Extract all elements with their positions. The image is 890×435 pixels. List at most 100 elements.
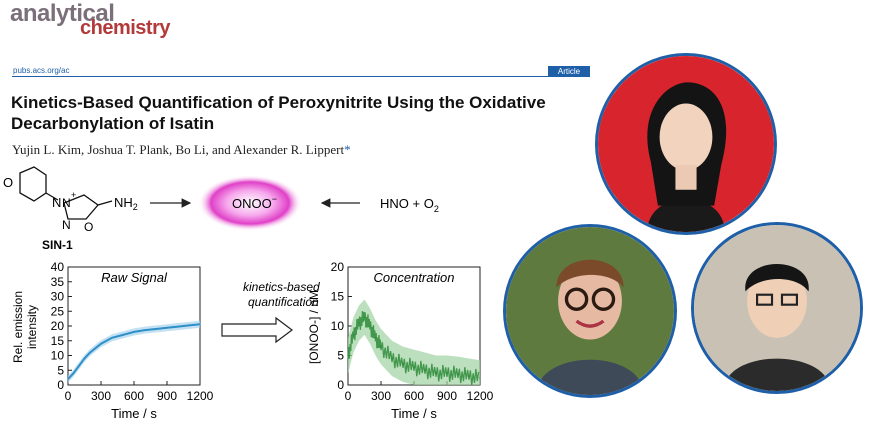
y-tick-label: 0 (57, 378, 64, 392)
data-point (479, 377, 481, 379)
sin1-structure (19, 166, 113, 220)
chart-title: Raw Signal (101, 270, 168, 285)
x-tick-label: 600 (124, 389, 144, 403)
x-tick-label: 1200 (187, 389, 214, 403)
data-point (435, 372, 437, 374)
data-point (188, 324, 190, 327)
journal-url[interactable]: pubs.acs.org/ac (13, 66, 70, 75)
data-point (457, 373, 459, 376)
data-point (67, 378, 69, 380)
corresponding-author-mark[interactable]: * (344, 142, 351, 157)
y-tick-label: 5 (57, 363, 64, 377)
x-tick-label: 600 (404, 389, 424, 403)
concentration-chart: 0 300 600 900 1200 0 5 10 15 20 Concentration Time … (307, 260, 494, 421)
arrow-label-line1: kinetics-based (243, 280, 320, 294)
data-point (83, 357, 86, 360)
x-tick-label: 0 (345, 389, 352, 403)
y-tick-label: 0 (337, 378, 344, 392)
paper-title-line1: Kinetics-Based Quantification of Peroxyn… (11, 93, 546, 112)
data-point (177, 325, 179, 328)
paper-title-line2: Decarbonylation of Isatin (11, 114, 215, 133)
data-point (424, 369, 426, 372)
x-tick-label: 900 (437, 389, 457, 403)
y-axis-label-line2: intensity (25, 305, 39, 349)
sin1-label: SIN-1 (42, 238, 73, 252)
y-axis-label: [ONOO-] / nM (307, 290, 321, 364)
arrow-label-line2: quantification (248, 295, 319, 309)
y-tick-label: 5 (337, 349, 344, 363)
error-band (68, 320, 200, 383)
x-axis-label: Time / s (111, 406, 157, 421)
charge-plus: + (71, 190, 76, 200)
y-tick-label: 20 (51, 319, 65, 333)
y-tick-label: 10 (331, 319, 345, 333)
header-rule (12, 76, 590, 77)
error-band (348, 299, 480, 385)
y-tick-label: 25 (51, 304, 65, 318)
data-point (413, 366, 415, 369)
author-list: Yujin L. Kim, Joshua T. Plank, Bo Li, an… (12, 142, 351, 158)
data-point (369, 325, 371, 327)
data-point (374, 337, 377, 339)
data-point (72, 372, 75, 374)
y-tick-label: 10 (51, 349, 65, 363)
y-tick-label: 30 (51, 290, 65, 304)
paper-title: Kinetics-Based Quantification of Peroxyn… (11, 92, 611, 134)
data-point (122, 334, 124, 336)
y-tick-label: 15 (51, 334, 65, 348)
data-line (347, 311, 480, 385)
x-axis-label: Time / s (391, 406, 437, 421)
author-photo-3 (691, 222, 863, 394)
data-point (468, 375, 470, 377)
x-tick-label: 300 (91, 389, 111, 403)
data-point (347, 354, 349, 357)
y-axis-label-line1: Rel. emission (11, 291, 25, 363)
data-point (446, 372, 448, 374)
data-point (380, 345, 382, 348)
data-point (352, 334, 355, 336)
onoo-label: ONOO− (232, 194, 277, 211)
onoo-glow (198, 175, 302, 231)
hno-o2-label: HNO + O2 (380, 196, 439, 214)
data-point (166, 326, 168, 329)
portrait-man-icon (694, 225, 860, 391)
reaction-scheme: O N N + N O NH2 SIN-1 ONOO− HNO + O2 (3, 166, 439, 252)
portrait-man-glasses-icon (506, 227, 674, 395)
chart-title: Concentration (374, 270, 455, 285)
data-point (199, 323, 201, 326)
data-point (363, 316, 366, 318)
journal-logo: analytical chemistry (10, 0, 200, 40)
atom-n-ring: N (62, 218, 71, 232)
atom-n-plus: N (62, 196, 71, 210)
data-point (78, 365, 80, 367)
data-point (89, 351, 91, 354)
article-label: Article (548, 66, 590, 77)
atom-n-morpholine: N (52, 195, 61, 210)
data-point (402, 363, 404, 366)
x-tick-label: 900 (157, 389, 177, 403)
author-photo-1 (595, 53, 777, 235)
data-point (144, 329, 146, 331)
data-point (391, 357, 393, 360)
atom-o-morpholine: O (3, 175, 13, 190)
data-point (133, 331, 135, 333)
x-tick-label: 300 (371, 389, 391, 403)
atom-o-ring: O (84, 220, 93, 234)
journal-logo-word1: analytical (10, 0, 115, 27)
data-point (111, 337, 113, 339)
portrait-woman-icon (598, 56, 774, 232)
data-point (155, 328, 157, 330)
y-tick-label: 40 (51, 260, 65, 274)
x-tick-label: 0 (65, 389, 72, 403)
y-tick-label: 35 (51, 275, 65, 289)
quantification-arrow (221, 316, 293, 344)
journal-logo-word2: chemistry (80, 17, 171, 39)
x-tick-label: 1200 (467, 389, 494, 403)
nh2-group: NH2 (114, 195, 138, 212)
data-point (100, 342, 102, 345)
author-photo-2 (503, 224, 677, 398)
y-tick-label: 20 (331, 260, 345, 274)
data-point (358, 322, 360, 324)
